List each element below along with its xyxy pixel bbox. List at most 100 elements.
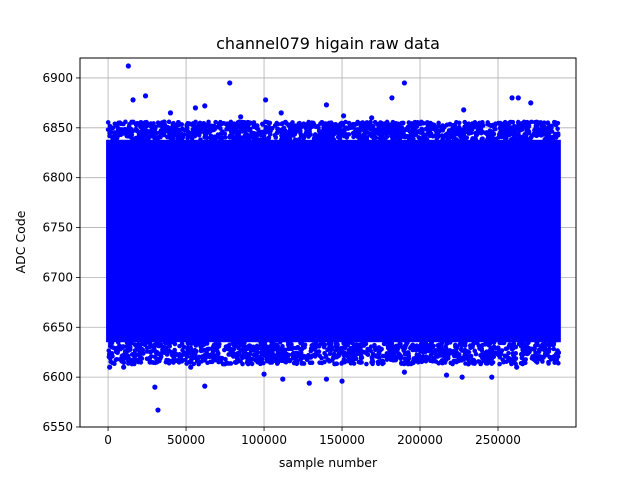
data-point	[130, 97, 136, 103]
data-point	[230, 340, 236, 345]
data-point	[123, 119, 128, 125]
data-point	[121, 355, 127, 360]
data-point	[108, 342, 113, 347]
data-point	[282, 136, 288, 142]
data-point	[235, 132, 240, 138]
data-point	[121, 364, 127, 370]
data-point	[313, 135, 319, 140]
data-point	[410, 360, 415, 366]
data-point	[155, 407, 161, 413]
data-point	[341, 341, 346, 346]
data-point	[292, 137, 298, 142]
data-point	[138, 121, 144, 126]
data-point	[490, 360, 496, 365]
data-point	[303, 125, 308, 131]
data-point	[367, 132, 373, 137]
data-point	[171, 355, 177, 361]
data-point	[500, 128, 506, 134]
data-point	[202, 103, 208, 109]
data-point	[261, 371, 267, 377]
data-point	[473, 133, 479, 138]
data-point	[363, 122, 369, 127]
data-point	[226, 352, 231, 357]
data-point	[535, 131, 541, 136]
data-point	[376, 123, 382, 128]
data-point	[389, 95, 395, 101]
data-point	[441, 350, 447, 356]
data-point	[115, 349, 120, 355]
data-point	[491, 340, 497, 345]
data-point	[110, 353, 115, 359]
y-tick-label: 6850	[42, 121, 73, 135]
data-point	[473, 137, 479, 142]
data-point	[510, 136, 516, 142]
data-point	[358, 121, 364, 126]
data-point	[443, 372, 450, 378]
data-point	[274, 120, 280, 126]
data-point	[473, 351, 479, 357]
data-point	[162, 132, 167, 138]
data-point	[145, 130, 151, 135]
data-point	[263, 343, 268, 348]
data-point	[195, 341, 201, 346]
data-point	[542, 137, 548, 142]
data-point	[556, 360, 561, 366]
data-point	[139, 133, 145, 138]
data-point	[364, 135, 370, 140]
data-point	[105, 120, 111, 125]
data-point	[405, 350, 410, 355]
data-point	[155, 120, 161, 125]
data-point	[480, 120, 485, 125]
x-tick-label: 100000	[241, 433, 287, 447]
data-point	[232, 123, 238, 129]
data-point	[125, 357, 131, 363]
data-point	[275, 343, 281, 349]
y-tick-label: 6800	[42, 171, 73, 185]
data-point	[521, 351, 526, 357]
data-point	[152, 354, 158, 360]
data-point	[217, 121, 223, 126]
data-point	[266, 137, 271, 143]
data-point	[463, 350, 468, 355]
data-point	[124, 347, 130, 353]
data-point	[205, 360, 210, 366]
data-point	[430, 133, 436, 139]
data-point	[196, 132, 202, 138]
data-point	[150, 127, 156, 133]
data-point	[401, 369, 408, 375]
data-point	[456, 120, 462, 126]
data-point	[162, 129, 168, 134]
x-axis-ticks: 0 50000 100000 150000 200000 250000	[104, 427, 521, 447]
data-point	[336, 349, 342, 355]
data-point	[238, 114, 244, 120]
data-point	[364, 361, 369, 367]
data-point	[140, 347, 146, 353]
data-point	[226, 121, 231, 127]
data-point	[422, 347, 428, 352]
data-point	[152, 384, 158, 390]
data-point	[357, 133, 363, 139]
data-point	[497, 361, 502, 367]
data-point	[290, 120, 295, 125]
data-point	[252, 348, 258, 353]
data-point	[377, 126, 382, 132]
data-point	[354, 342, 359, 347]
data-point	[547, 346, 552, 352]
data-point	[323, 102, 330, 108]
data-point	[520, 347, 525, 353]
data-point	[518, 124, 523, 130]
data-point	[443, 343, 448, 349]
data-point	[227, 80, 233, 86]
data-point	[149, 349, 154, 354]
data-point	[198, 137, 203, 142]
data-point	[551, 354, 557, 359]
data-point	[114, 136, 120, 141]
data-point	[328, 340, 334, 346]
data-point	[248, 360, 254, 366]
data-point	[358, 355, 364, 361]
data-point	[415, 359, 421, 365]
data-point	[447, 121, 453, 127]
data-point	[244, 346, 249, 352]
data-point	[134, 136, 140, 141]
data-point	[551, 340, 557, 345]
